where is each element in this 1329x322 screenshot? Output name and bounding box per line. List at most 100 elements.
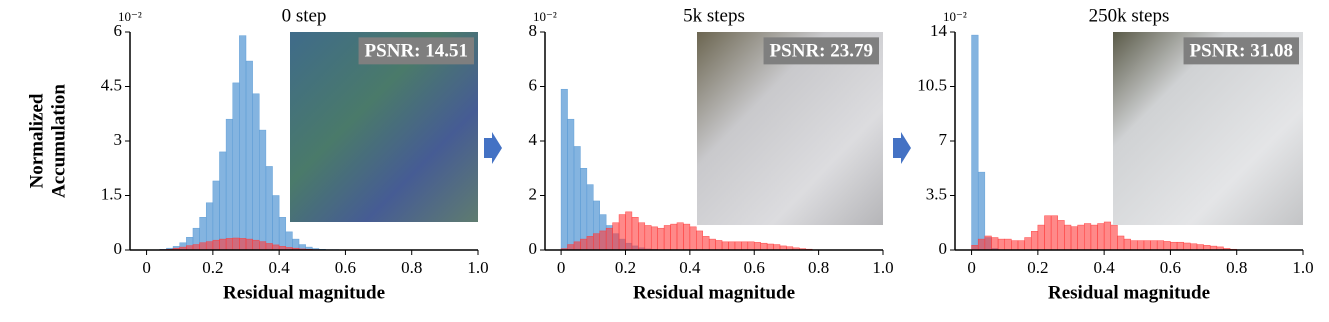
bar <box>232 82 240 251</box>
bar <box>278 217 287 251</box>
psnr-label: PSNR: 23.79 <box>770 40 873 61</box>
x-axis-label: Residual magnitude <box>633 282 795 303</box>
y-tick-label: 7 <box>939 130 948 149</box>
y-tick-label: 8 <box>529 21 538 40</box>
bar <box>245 238 253 251</box>
bar <box>1077 224 1085 251</box>
scale-label: 10⁻² <box>943 9 967 24</box>
bar <box>225 118 233 251</box>
bar <box>586 236 594 251</box>
x-tick-label: 0.4 <box>269 258 291 277</box>
psnr-box <box>763 37 879 65</box>
x-tick-label: 0.2 <box>202 258 223 277</box>
bar <box>657 227 665 251</box>
bar <box>663 225 671 251</box>
y-tick-label: 0 <box>114 239 123 258</box>
bar <box>1110 224 1118 251</box>
x-tick-label: 0.8 <box>401 258 422 277</box>
bar <box>212 239 220 251</box>
x-tick-label: 0.4 <box>679 258 701 277</box>
chart-title: 5k steps <box>683 5 745 26</box>
y-axis-label: Normalized <box>26 93 47 188</box>
y-tick-label: 1.5 <box>101 184 122 203</box>
bar <box>689 226 697 251</box>
arrow <box>484 132 502 164</box>
bar <box>265 166 273 251</box>
bar <box>1156 240 1165 251</box>
bar <box>1070 226 1078 251</box>
x-tick-label: 0.6 <box>1160 258 1181 277</box>
bar <box>1196 244 1204 251</box>
bar <box>1090 224 1098 251</box>
bar <box>239 35 247 251</box>
bar <box>1024 237 1032 251</box>
bar <box>605 227 613 251</box>
bar <box>192 244 200 251</box>
bar <box>599 230 607 251</box>
bar <box>1097 223 1105 251</box>
bar <box>239 238 247 251</box>
x-tick-label: 0.4 <box>1094 258 1116 277</box>
bar <box>259 241 267 251</box>
y-tick-label: 0 <box>939 239 948 258</box>
x-tick-label: 0.2 <box>1027 258 1048 277</box>
bar <box>696 230 703 251</box>
bar <box>971 34 979 251</box>
bar <box>1044 215 1052 251</box>
bar <box>219 151 227 251</box>
bar <box>741 241 749 251</box>
bar <box>991 237 999 251</box>
bar <box>259 129 267 251</box>
bar <box>573 146 581 251</box>
arrow <box>893 132 911 164</box>
bar <box>1183 242 1191 251</box>
bar <box>1017 240 1025 251</box>
bar <box>638 222 646 251</box>
bar <box>567 118 575 251</box>
bar <box>265 243 273 251</box>
bar <box>1176 241 1184 251</box>
bar <box>1117 235 1125 251</box>
bar <box>1030 231 1039 251</box>
bar <box>766 243 774 251</box>
chart-title: 0 step <box>282 5 327 26</box>
bar <box>1057 220 1065 251</box>
bar <box>232 237 240 251</box>
y-tick-label: 6 <box>529 75 538 94</box>
bar <box>1190 243 1198 251</box>
bar <box>1084 223 1092 251</box>
y-tick-label: 14 <box>930 21 948 40</box>
bar <box>1163 241 1171 251</box>
bar <box>560 88 568 251</box>
x-axis-label: Residual magnitude <box>1048 282 1210 303</box>
bar <box>618 214 626 251</box>
bar <box>225 238 233 251</box>
bar <box>1004 238 1012 251</box>
y-tick-label: 3 <box>114 130 123 149</box>
bar <box>1130 240 1138 251</box>
bar <box>997 238 1005 251</box>
y-tick-label: 4.5 <box>101 75 122 94</box>
bar <box>199 242 207 251</box>
bar <box>977 238 986 251</box>
bar <box>708 238 716 251</box>
x-tick-label: 1.0 <box>1292 258 1313 277</box>
bar <box>760 242 768 251</box>
bar <box>272 195 280 251</box>
bar <box>676 222 684 251</box>
bar <box>245 60 253 251</box>
scale-label: 10⁻² <box>118 9 142 24</box>
bar <box>1037 224 1045 251</box>
bar <box>747 241 755 251</box>
bar <box>205 241 214 251</box>
x-tick-label: 0.6 <box>744 258 765 277</box>
bar <box>1050 215 1058 251</box>
bar <box>977 171 986 251</box>
bar <box>1123 238 1131 251</box>
bar <box>728 241 736 251</box>
psnr-box <box>1183 37 1299 65</box>
bar <box>1150 240 1158 251</box>
bar <box>670 223 678 251</box>
psnr-label: PSNR: 14.51 <box>365 40 468 61</box>
